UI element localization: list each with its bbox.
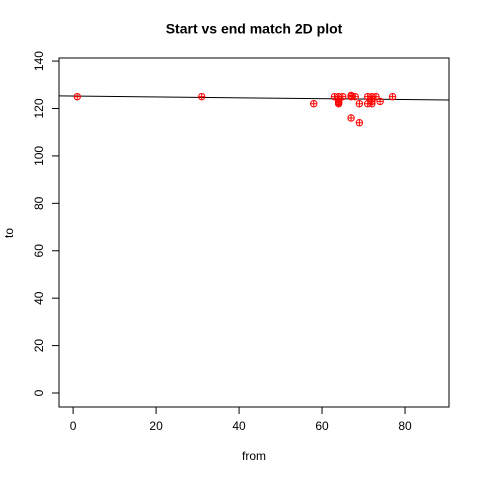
y-tick-label: 0 bbox=[32, 389, 46, 396]
y-tick-label: 20 bbox=[32, 339, 46, 353]
point bbox=[334, 98, 343, 107]
y-axis-label: to bbox=[2, 228, 16, 238]
y-tick-label: 40 bbox=[32, 291, 46, 305]
y-tick-label: 60 bbox=[32, 244, 46, 258]
y-tick-label: 140 bbox=[32, 51, 46, 71]
y-tick-label: 120 bbox=[32, 98, 46, 118]
fit-line bbox=[58, 95, 450, 101]
point bbox=[339, 92, 347, 101]
x-axis-label: from bbox=[242, 449, 266, 463]
x-tick-label: 40 bbox=[232, 419, 246, 433]
point bbox=[355, 119, 364, 127]
x-tick-label: 60 bbox=[315, 419, 329, 433]
x-tick-label: 20 bbox=[149, 419, 163, 433]
x-tick-label: 80 bbox=[398, 419, 412, 433]
chart-title: Start vs end match 2D plot bbox=[166, 21, 343, 37]
point bbox=[368, 100, 376, 108]
point bbox=[310, 100, 318, 108]
plot-box bbox=[58, 57, 450, 408]
y-tick-label: 100 bbox=[32, 146, 46, 166]
point bbox=[198, 92, 206, 101]
point bbox=[355, 100, 364, 108]
point bbox=[376, 97, 384, 106]
y-tick-label: 80 bbox=[32, 196, 46, 210]
point bbox=[372, 92, 380, 101]
point bbox=[347, 91, 355, 100]
point bbox=[347, 114, 355, 122]
point bbox=[73, 92, 81, 101]
x-tick-label: 0 bbox=[70, 419, 77, 433]
point bbox=[388, 92, 397, 101]
point bbox=[351, 92, 359, 101]
